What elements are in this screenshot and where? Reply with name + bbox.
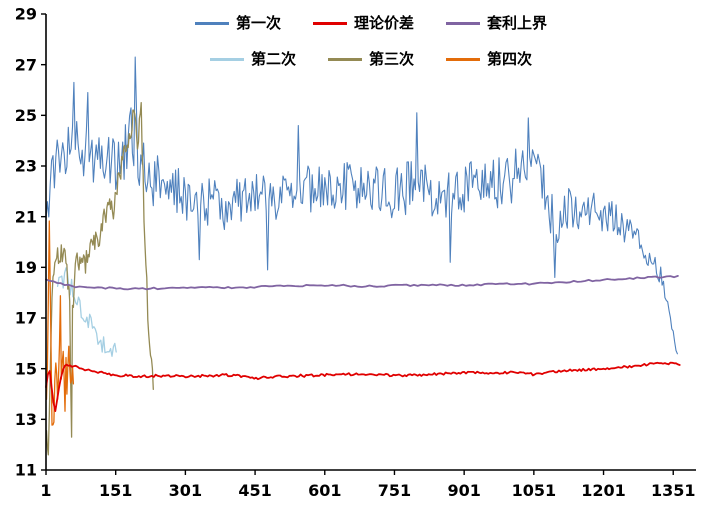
series-line-2 [45, 361, 681, 413]
x-tick-label: 901 [447, 481, 480, 500]
series-line-3 [45, 274, 679, 291]
y-tick-label: 19 [15, 258, 37, 277]
y-tick-label: 23 [15, 157, 37, 176]
y-tick-label: 29 [15, 5, 37, 24]
x-tick-label: 451 [238, 481, 271, 500]
y-tick-label: 25 [15, 106, 37, 125]
series-line-6 [45, 220, 75, 426]
x-tick-label: 151 [99, 481, 132, 500]
x-tick-label: 751 [378, 481, 411, 500]
y-tick-label: 11 [15, 461, 37, 480]
series-line-5 [45, 102, 154, 456]
x-tick-label: 1201 [581, 481, 626, 500]
y-tick-label: 13 [15, 410, 37, 429]
y-tick-label: 27 [15, 55, 37, 74]
x-tick-label: 1351 [651, 481, 696, 500]
series-line-4 [56, 267, 117, 357]
y-tick-label: 21 [15, 207, 37, 226]
y-tick-label: 15 [15, 359, 37, 378]
x-tick-label: 1 [40, 481, 51, 500]
y-tick-label: 17 [15, 309, 37, 328]
x-tick-label: 1051 [512, 481, 557, 500]
series-line-1 [45, 56, 678, 355]
x-tick-label: 301 [169, 481, 202, 500]
x-tick-label: 601 [308, 481, 341, 500]
